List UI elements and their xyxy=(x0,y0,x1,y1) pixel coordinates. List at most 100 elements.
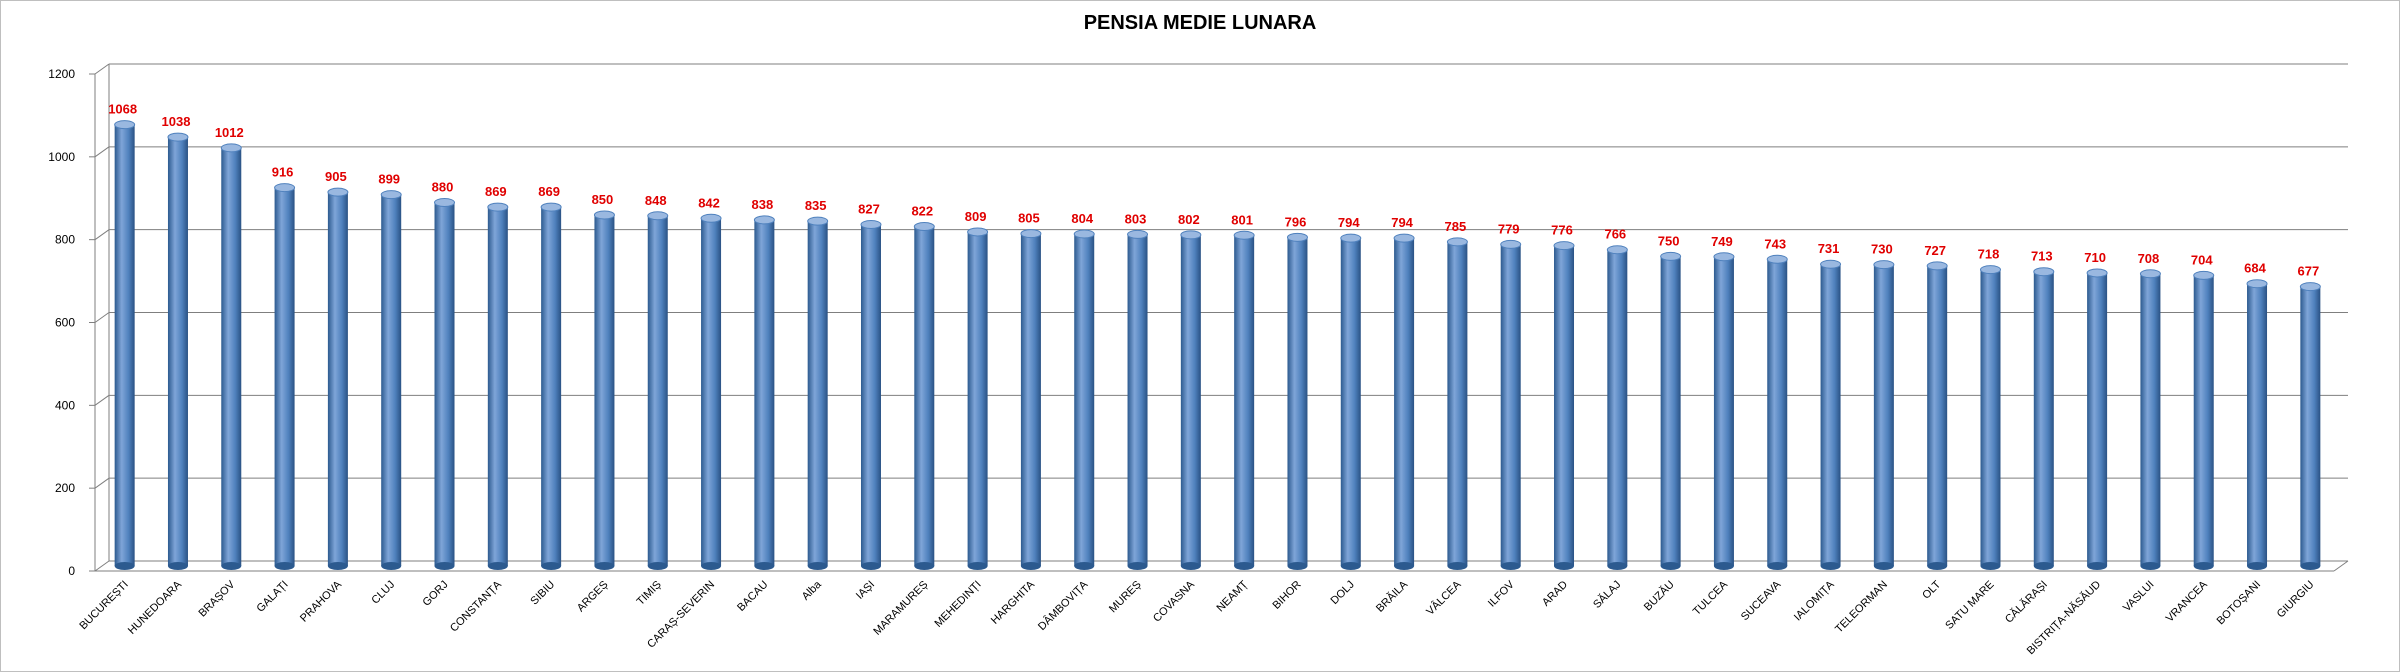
bar-cap xyxy=(913,222,935,232)
value-label: 803 xyxy=(1125,211,1147,226)
bar-base xyxy=(2300,562,2321,570)
bar-body xyxy=(2193,275,2214,566)
bar-cap xyxy=(1766,254,1788,264)
bar-base xyxy=(1980,562,2001,570)
x-tick-label: ARGEȘ xyxy=(575,579,611,615)
bar xyxy=(967,227,989,570)
bar xyxy=(860,219,882,570)
bar-cap xyxy=(1873,260,1895,270)
x-tick-label: DÂMBOVIȚA xyxy=(1035,577,1090,632)
bar-body xyxy=(327,192,348,566)
bar xyxy=(1979,265,2001,570)
bar-base xyxy=(327,562,348,570)
bar-cap xyxy=(967,227,989,237)
bar-cap xyxy=(1713,252,1735,262)
floor-edge xyxy=(2333,560,2349,572)
x-tick-label: COVASNA xyxy=(1151,578,1197,624)
bar-base xyxy=(1607,562,1628,570)
bar-cap xyxy=(114,120,136,130)
bar-base xyxy=(1394,562,1415,570)
bar-base xyxy=(221,562,242,570)
value-label: 727 xyxy=(1924,243,1946,258)
x-tick-label: CĂLĂRAȘI xyxy=(2002,578,2050,626)
bar-cap xyxy=(807,216,829,226)
value-label: 796 xyxy=(1285,214,1307,229)
bar xyxy=(1127,229,1149,570)
gridline-depth xyxy=(94,63,110,75)
x-tick-label: ARAD xyxy=(1540,579,1570,609)
bar xyxy=(434,198,456,570)
value-label: 848 xyxy=(645,193,667,208)
bar-cap xyxy=(753,215,775,225)
bar-base xyxy=(274,562,295,570)
x-tick-label: MUREȘ xyxy=(1107,579,1144,616)
x-tick-label: MARAMUREȘ xyxy=(871,579,930,638)
bar-base xyxy=(1234,562,1255,570)
value-label: 718 xyxy=(1978,247,2000,262)
bar-body xyxy=(274,187,295,566)
x-tick-label: NEAMȚ xyxy=(1215,578,1251,614)
x-tick-label: CONSTANȚA xyxy=(448,578,504,634)
value-label: 916 xyxy=(272,165,294,180)
bar-body xyxy=(594,214,615,567)
bar-body xyxy=(1074,234,1095,566)
bar xyxy=(1233,230,1255,570)
x-tick-label: TIMIȘ xyxy=(635,579,664,608)
y-tick-label: 400 xyxy=(55,398,75,412)
value-label: 785 xyxy=(1445,219,1467,234)
bar-body xyxy=(381,194,402,566)
bar-body xyxy=(1554,245,1575,566)
bar-cap xyxy=(647,211,669,221)
bar-base xyxy=(1660,562,1681,570)
bar-base xyxy=(2033,562,2054,570)
y-tick-label: 1200 xyxy=(48,67,75,81)
x-tick-label: PRAHOVA xyxy=(298,578,344,624)
bar-body xyxy=(1660,256,1681,566)
x-tick-label: BRĂILA xyxy=(1373,577,1410,614)
value-label: 802 xyxy=(1178,212,1200,227)
x-tick-label: OLT xyxy=(1920,578,1943,601)
bar-body xyxy=(2033,271,2054,566)
bar-cap xyxy=(1340,233,1362,243)
bar-body xyxy=(1767,259,1788,566)
bar xyxy=(1873,260,1895,570)
bar-body xyxy=(2247,283,2268,566)
bar-base xyxy=(167,562,188,570)
bar-base xyxy=(1447,562,1468,570)
bar-base xyxy=(1500,562,1521,570)
x-tick-label: VASLUI xyxy=(2121,579,2157,615)
value-label: 822 xyxy=(911,204,933,219)
gridline-depth xyxy=(94,560,110,572)
x-tick-label: SUCEAVA xyxy=(1739,578,1784,623)
gridline-depth xyxy=(94,477,110,489)
bar-body xyxy=(914,226,935,566)
value-label: 749 xyxy=(1711,234,1733,249)
bar-cap xyxy=(2193,270,2215,280)
bar xyxy=(1606,245,1628,570)
bar xyxy=(807,216,829,570)
bar-cap xyxy=(2299,282,2321,292)
bar xyxy=(1393,233,1415,570)
x-tick-label: GALAȚI xyxy=(255,579,291,615)
bar-cap xyxy=(1979,265,2001,275)
bar-cap xyxy=(1180,230,1202,240)
x-tick-label: IAȘI xyxy=(854,579,877,602)
bar-body xyxy=(1927,265,1948,566)
value-label: 677 xyxy=(2297,264,2319,279)
bar-cap xyxy=(1127,229,1149,239)
value-label: 1038 xyxy=(162,114,191,129)
bar xyxy=(1073,229,1095,570)
value-label: 827 xyxy=(858,201,880,216)
x-tick-label: CLUJ xyxy=(369,579,397,607)
value-label: 805 xyxy=(1018,211,1040,226)
bar-body xyxy=(487,207,508,566)
value-label: 750 xyxy=(1658,233,1680,248)
x-tick-label: TELEORMAN xyxy=(1833,579,1890,636)
bar xyxy=(220,143,242,570)
bar-body xyxy=(1713,256,1734,566)
bar-base xyxy=(914,562,935,570)
value-label: 766 xyxy=(1604,227,1626,242)
chart-title: PENSIA MEDIE LUNARA xyxy=(1083,12,1317,34)
bar-base xyxy=(2193,562,2214,570)
bar-cap xyxy=(593,210,615,220)
